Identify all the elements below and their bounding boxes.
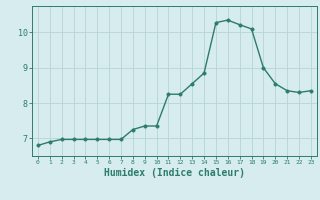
- X-axis label: Humidex (Indice chaleur): Humidex (Indice chaleur): [104, 168, 245, 178]
